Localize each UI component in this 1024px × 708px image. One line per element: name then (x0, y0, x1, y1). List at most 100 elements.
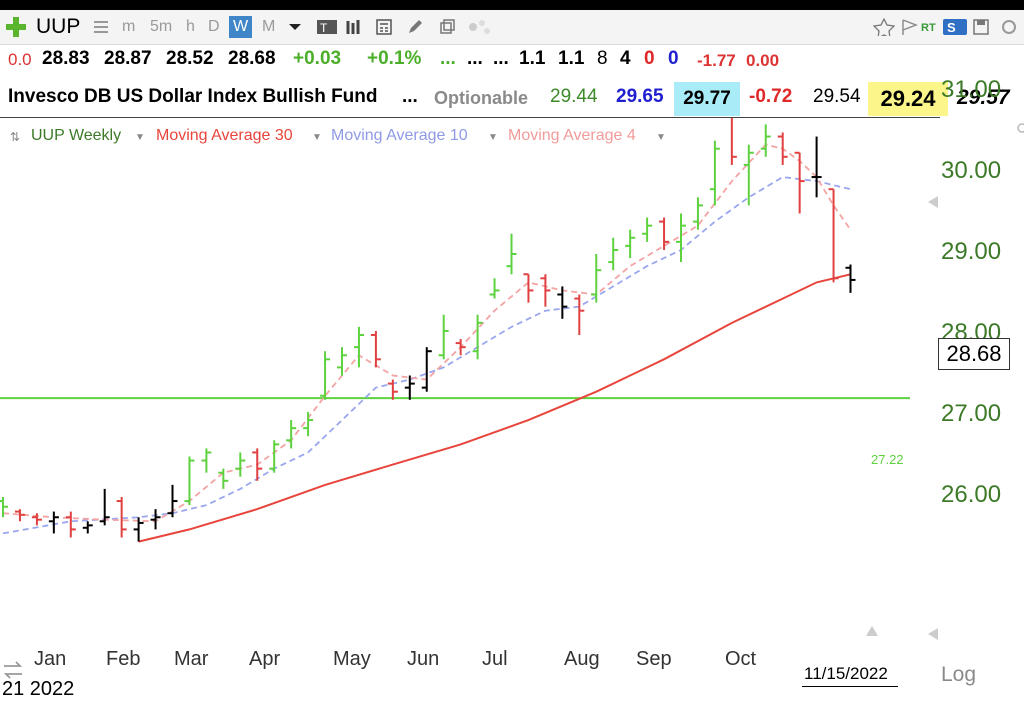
ohlc-bar (116, 497, 127, 538)
log-scale-toggle[interactable]: Log (941, 663, 977, 686)
swap-arrows-icon[interactable] (2, 660, 24, 680)
quote-q4: -0.72 (749, 86, 793, 107)
s-menu-icon[interactable]: S (943, 18, 967, 36)
ohlc-bar (489, 278, 500, 299)
x-tick-label: Jan (34, 648, 67, 670)
ohlc-bar (591, 254, 602, 303)
ohlc-bar (65, 511, 76, 538)
ohlc-bar (337, 347, 347, 376)
ohlc-bar (794, 151, 805, 214)
fund-name: Invesco DB US Dollar Index Bullish Fund (8, 86, 378, 107)
interval-m-month[interactable]: M (262, 18, 276, 35)
panel-settings-icon[interactable] (1014, 122, 1024, 134)
pencil-icon[interactable] (406, 18, 424, 36)
ohlc-bar (235, 452, 246, 477)
text-tool-icon[interactable]: T (316, 18, 338, 36)
ohlc-bar (438, 314, 449, 360)
drag-handle-icon[interactable]: ⇅ (10, 130, 21, 144)
legend-ma4[interactable]: Moving Average 4 (508, 127, 636, 144)
quote-d1: ... (440, 48, 456, 69)
ohlc-bar (676, 213, 686, 263)
calculator-icon[interactable] (375, 18, 393, 36)
rt-icon[interactable]: RT (921, 18, 941, 36)
ohlc-bar (730, 118, 737, 165)
price-chart[interactable] (0, 118, 940, 648)
interval-m[interactable]: m (122, 18, 136, 35)
add-symbol-icon[interactable] (6, 17, 26, 37)
quote-q7: 29.57 (957, 86, 1010, 109)
ohlc-bar (387, 379, 398, 400)
ohlc-bar (506, 233, 517, 275)
scroll-up-icon[interactable] (928, 196, 938, 208)
name-more: ... (402, 86, 418, 107)
legend-ma10[interactable]: Moving Average 10 (331, 127, 468, 144)
interval-5m[interactable]: 5m (150, 18, 173, 35)
star-icon[interactable] (873, 18, 895, 36)
settings-icon[interactable] (1000, 18, 1018, 36)
scroll-chart-icon[interactable] (866, 626, 878, 636)
quote-v0: 0.0 (8, 50, 32, 69)
quote-change-pct: +0.1% (367, 48, 422, 69)
legend-ma30[interactable]: Moving Average 30 (156, 127, 293, 144)
interval-w[interactable]: W (229, 16, 253, 38)
x-tick-label: Oct (725, 648, 757, 670)
dots-icon[interactable] (468, 18, 492, 36)
legend-main-dropdown-icon[interactable]: ▼ (135, 132, 145, 143)
ohlc-bar (150, 509, 161, 530)
ohlc-bar (370, 330, 381, 368)
quote-q1: 29.44 (550, 86, 598, 107)
legend-ma30-dropdown-icon[interactable]: ▼ (312, 132, 322, 143)
ohlc-bar (709, 140, 720, 206)
ohlc-bar (421, 347, 432, 392)
interval-h[interactable]: h (186, 18, 195, 35)
chevron-down-icon[interactable] (286, 18, 304, 36)
interval-d[interactable]: D (208, 18, 220, 35)
svg-text:RT: RT (921, 22, 936, 34)
quote-q3: 29.77 (674, 82, 740, 116)
ohlc-bar (540, 274, 551, 307)
ohlc-bar (574, 294, 585, 335)
copy-icon[interactable] (438, 18, 456, 36)
ohlc-bar (557, 286, 568, 319)
quote-v3: 8 (597, 48, 608, 69)
quote-q2: 29.65 (616, 86, 664, 107)
flag-icon[interactable] (900, 18, 920, 36)
legend-ma10-dropdown-icon[interactable]: ▼ (488, 132, 498, 143)
ohlc-bar (0, 497, 8, 518)
x-tick-label: Aug (564, 648, 600, 670)
ohlc-bar (167, 484, 178, 518)
ohlc-bar (642, 217, 653, 242)
scroll-right-icon[interactable] (928, 628, 938, 640)
svg-text:S: S (947, 20, 956, 35)
bar-style-icon[interactable] (345, 18, 363, 36)
ohlc-bar (252, 448, 263, 481)
legend-ma4-dropdown-icon[interactable]: ▼ (656, 132, 666, 143)
symbol-input[interactable]: UUP (36, 15, 81, 38)
quote-v6: 0 (668, 48, 679, 69)
legend-main[interactable]: UUP Weekly (31, 127, 122, 144)
ohlc-bar (455, 339, 466, 356)
quote-row-1: 0.0 28.83 28.87 28.52 28.68 +0.03 +0.1% … (0, 48, 1024, 78)
quote-high: 28.87 (104, 48, 152, 69)
y-tick-label: 29.00 (941, 238, 1002, 265)
top-bar (0, 0, 1024, 10)
quote-row-2: Invesco DB US Dollar Index Bullish Fund … (0, 82, 1024, 116)
toolbar: UUP m 5m h D W M T RT S (0, 10, 1024, 45)
save-icon[interactable] (972, 18, 990, 36)
list-icon[interactable] (92, 18, 110, 36)
quote-q5: 29.54 (813, 86, 861, 107)
quote-open: 28.83 (42, 48, 90, 69)
date-underline (802, 686, 898, 687)
ohlc-bar (811, 136, 822, 198)
ohlc-bar (303, 411, 314, 437)
x-tick-label: Jun (407, 648, 440, 670)
ohlc-bar (82, 521, 93, 534)
ohlc-bar (218, 468, 229, 489)
ohlc-bar (184, 456, 195, 506)
y-tick-label: 26.00 (941, 481, 1002, 508)
ohlc-bar (659, 217, 670, 250)
ohlc-bar (286, 420, 297, 449)
optionable-label: Optionable (434, 88, 528, 108)
x-tick-label: Feb (106, 648, 141, 670)
quote-v1: 1.1 (519, 48, 546, 69)
